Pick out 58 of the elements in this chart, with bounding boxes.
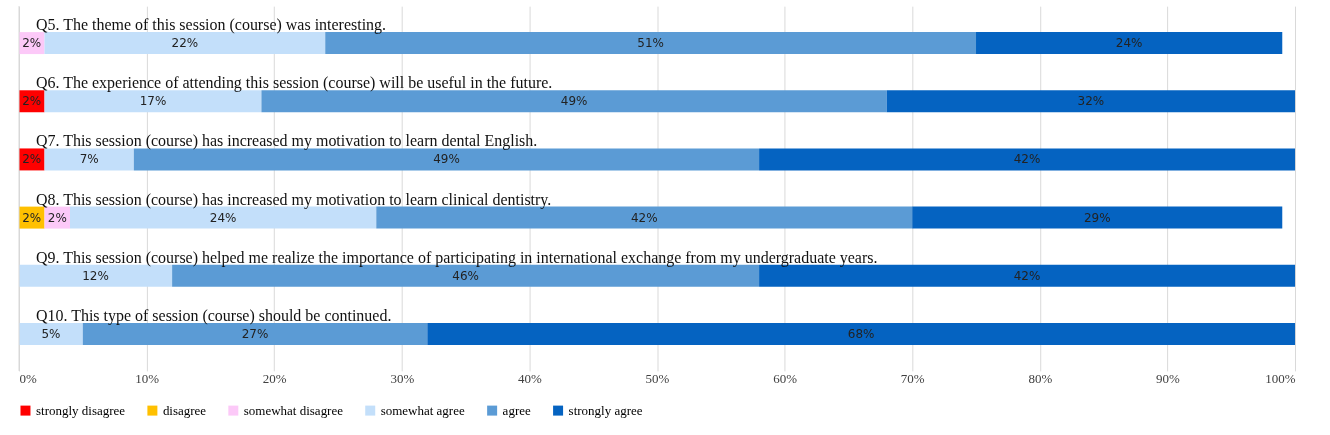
y-tick-label: Q9. This session (course) helped me realize the importance of participating in international exchange from my undergraduate years. xyxy=(35,248,878,267)
y-tick-label: Q5. The theme of this session (course) was interesting. xyxy=(35,16,387,35)
data-label: 5% xyxy=(41,326,61,341)
bar xyxy=(44,32,326,55)
bar xyxy=(44,90,262,113)
bar xyxy=(427,322,1296,345)
data-label: 17% xyxy=(139,94,167,109)
y-tick-label: Q6. The experience of attending this session (course) will be useful in the future. xyxy=(35,74,553,93)
data-label: 2% xyxy=(22,94,42,109)
data-label: 49% xyxy=(433,152,460,167)
x-tick-label: 60% xyxy=(773,371,798,387)
data-label: 7% xyxy=(79,152,99,167)
bar xyxy=(133,148,760,171)
x-tick-label: 40% xyxy=(518,371,542,387)
data-label: 42% xyxy=(1013,268,1041,283)
bar xyxy=(325,32,977,55)
data-label: 46% xyxy=(452,268,479,283)
data-label: 49% xyxy=(560,94,588,109)
x-tick-label: 90% xyxy=(1156,371,1180,387)
bar xyxy=(44,148,134,171)
x-tick-label: 30% xyxy=(390,371,415,387)
legend-label: disagree xyxy=(162,402,207,418)
data-label: 27% xyxy=(241,326,269,341)
data-label: 42% xyxy=(1013,152,1041,167)
y-tick-label: Q8. This session (course) has increased my motivation to learn clinical dentistry. xyxy=(35,190,552,209)
data-label: 32% xyxy=(1077,94,1105,109)
bar xyxy=(261,90,887,113)
data-label: 12% xyxy=(82,268,109,283)
legend-label: strongly agree xyxy=(568,402,643,418)
data-label: 2% xyxy=(47,210,67,225)
x-tick-label: 10% xyxy=(135,371,160,387)
legend-label: somewhat disagree xyxy=(243,402,344,418)
x-tick-label: 50% xyxy=(645,371,670,387)
legend-label: agree xyxy=(502,402,531,418)
data-label: 51% xyxy=(637,36,664,51)
data-label: 24% xyxy=(1115,36,1143,51)
x-tick-label: 20% xyxy=(262,371,287,387)
bar xyxy=(886,90,1296,113)
data-label: 68% xyxy=(847,326,875,341)
x-tick-label: 100% xyxy=(1265,371,1296,387)
data-label: 22% xyxy=(171,36,199,51)
bar xyxy=(912,206,1283,229)
y-tick-label: Q10. This type of session (course) should be continued. xyxy=(35,306,392,325)
data-label: 42% xyxy=(630,210,658,225)
data-label: 24% xyxy=(209,210,237,225)
data-label: 2% xyxy=(22,210,42,225)
bar xyxy=(759,148,1296,171)
legend-label: somewhat agree xyxy=(380,402,465,418)
data-label: 2% xyxy=(22,152,42,167)
x-tick-label: 0% xyxy=(19,371,37,387)
x-tick-label: 80% xyxy=(1028,371,1053,387)
data-label: 29% xyxy=(1083,210,1111,225)
bar xyxy=(18,322,83,345)
data-label: 2% xyxy=(22,36,42,51)
legend-label: strongly disagree xyxy=(35,402,126,418)
y-tick-label: Q7. This session (course) has increased my motivation to learn dental English. xyxy=(35,132,538,151)
bar xyxy=(976,32,1283,55)
x-tick-label: 70% xyxy=(900,371,925,387)
